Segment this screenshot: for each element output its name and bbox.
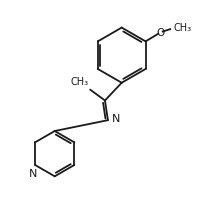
Text: N: N xyxy=(29,168,37,178)
Text: O: O xyxy=(156,28,164,37)
Text: CH₃: CH₃ xyxy=(174,23,192,33)
Text: CH₃: CH₃ xyxy=(70,77,89,87)
Text: N: N xyxy=(111,114,120,124)
